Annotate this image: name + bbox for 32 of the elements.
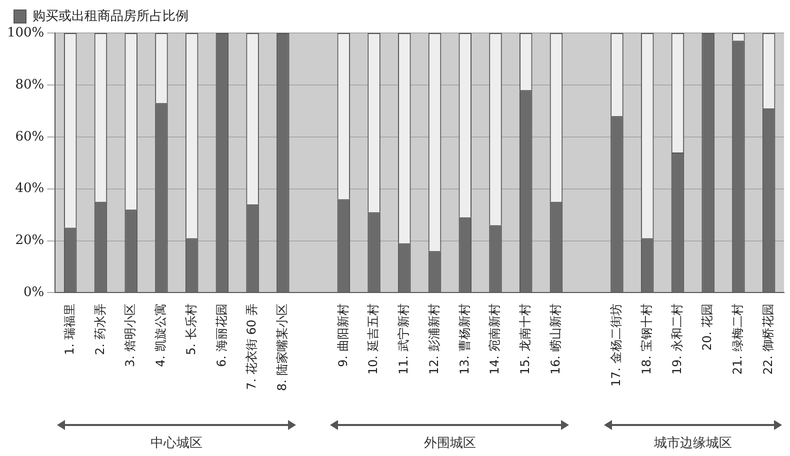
- y-tick-label: 80%: [15, 77, 44, 92]
- text: 外围城区: [422, 435, 477, 452]
- x-tick-label: 4. 凯旋公寓: [154, 304, 168, 367]
- x-tick-label: 8. 陆家嘴某小区: [275, 304, 290, 391]
- x-tick-label: 20. 花园: [700, 304, 714, 351]
- x-tick-label: 12. 彭浦新村: [426, 304, 441, 375]
- text: 城市边缘城区: [652, 435, 733, 452]
- x-tick-label: 18. 宝钢十村: [639, 304, 654, 375]
- x-tick-label: 6. 海丽花园: [214, 304, 228, 367]
- y-tick-label: 60%: [15, 129, 44, 144]
- y-tick-label: 100%: [6, 25, 44, 40]
- x-tick-label: 10. 延吉五村: [366, 304, 380, 375]
- x-tick-label: 19. 永和二村: [670, 304, 684, 375]
- x-tick-label: 11. 武宁新村: [396, 304, 411, 375]
- text: 中心城区: [150, 435, 204, 452]
- x-tick-label: 16. 崂山新村: [548, 304, 562, 375]
- x-tick-label: 9. 曲阳新村: [336, 304, 350, 367]
- x-tick-label: 5. 长乐村: [184, 304, 198, 355]
- x-tick-label: 1. 瑞福里: [62, 304, 76, 355]
- x-tick-label: 13. 曹杨新村: [457, 304, 472, 375]
- x-tick-label: 22. 御桥花园: [760, 304, 775, 375]
- x-tick-label: 17. 金杨二街坊: [609, 304, 624, 387]
- y-tick-label: 0%: [24, 285, 44, 300]
- x-tick-label: 7. 花衣街 60 弄: [244, 304, 259, 390]
- x-tick-label: 21. 绿梅二村: [730, 304, 745, 375]
- x-tick-label: 3. 焙明小区: [123, 304, 138, 367]
- y-tick-label: 40%: [15, 181, 44, 196]
- legend-label: 购买或出租商品房所占比例: [32, 8, 188, 24]
- y-tick-label: 20%: [15, 233, 44, 248]
- x-tick-label: 14. 宛南新村: [488, 304, 502, 375]
- x-tick-label: 15. 龙南十村: [518, 304, 532, 375]
- x-tick-label: 2. 药水弄: [92, 304, 107, 355]
